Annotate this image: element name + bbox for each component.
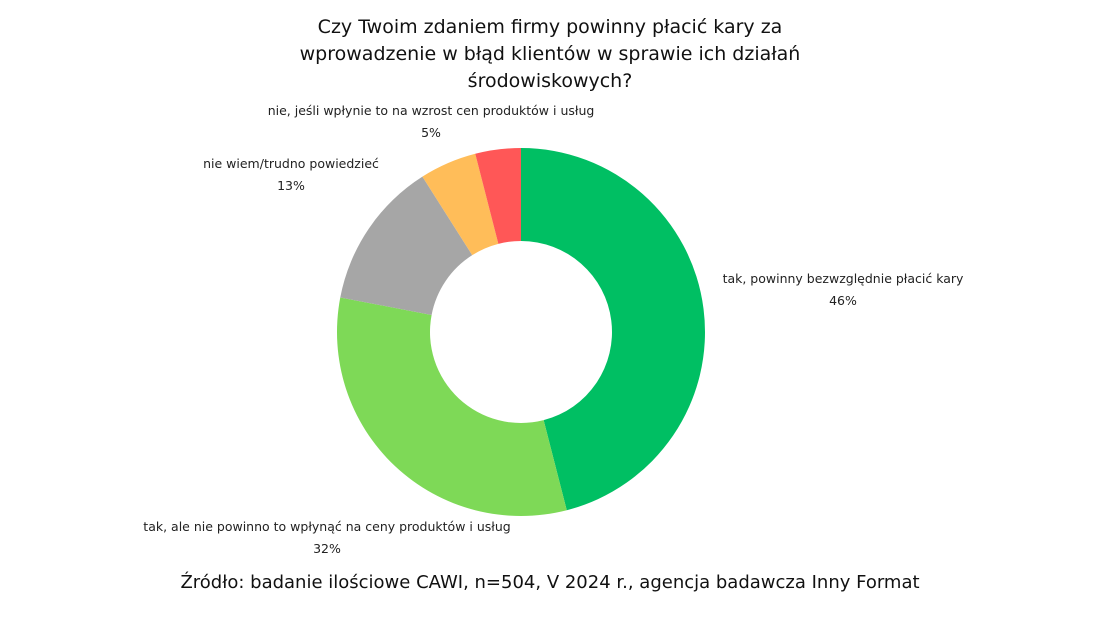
slice-labels: tak, powinny bezwzględnie płacić kary 46%… (143, 103, 964, 556)
slice-3 (422, 153, 499, 256)
slice-value-label-3: 5% (421, 125, 441, 140)
slice-value-label-2: 13% (277, 178, 305, 193)
slice-1 (336, 297, 567, 516)
slice-label-1: tak, ale nie powinno to wpłynąć na ceny … (143, 519, 510, 534)
slice-2 (340, 176, 473, 315)
chart-title: Czy Twoim zdaniem firmy powinny płacić k… (299, 16, 801, 92)
slice-label-2: nie wiem/trudno powiedzieć (203, 156, 379, 171)
slice-4 (475, 148, 521, 244)
source-note: Źródło: badanie ilościowe CAWI, n=504, V… (180, 572, 920, 593)
slice-value-label-1: 32% (313, 541, 341, 556)
slice-0 (521, 148, 706, 511)
slice-label-0: tak, powinny bezwzględnie płacić kary (723, 271, 964, 286)
slice-value-label-0: 46% (829, 293, 857, 308)
slice-label-3: nie, jeśli wpłynie to na wzrost cen prod… (268, 103, 595, 118)
donut-slices (336, 148, 706, 516)
